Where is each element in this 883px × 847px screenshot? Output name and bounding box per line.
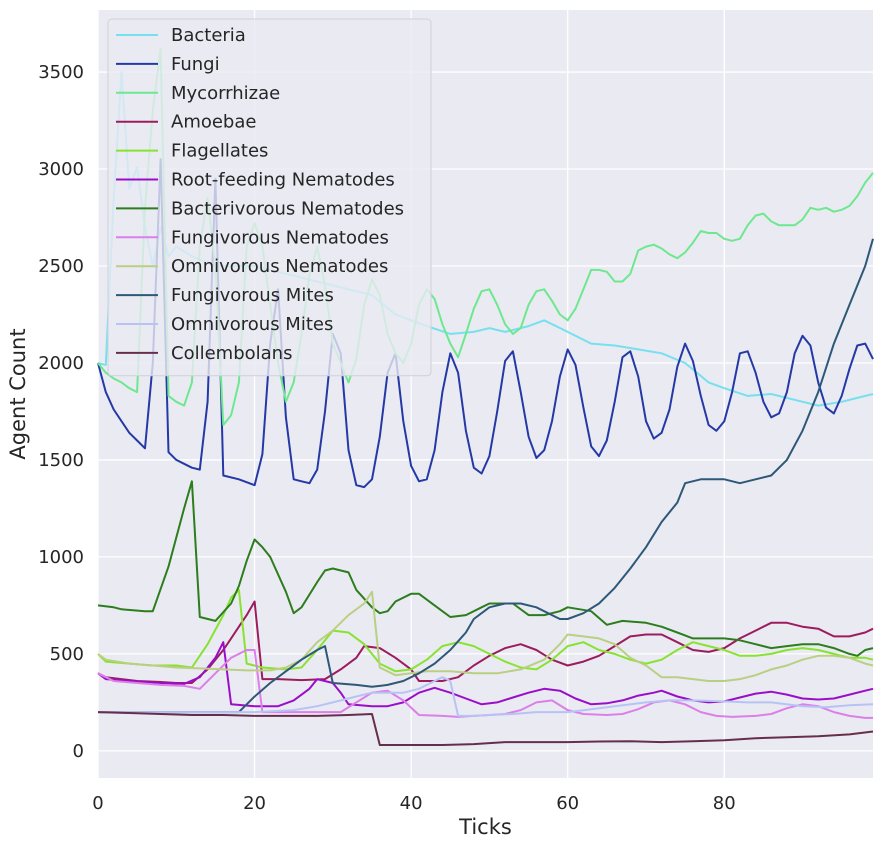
series-line-collembolans	[97, 711, 874, 746]
series-line-omnivorous-nematodes	[97, 590, 874, 682]
x-tick-label: 20	[243, 793, 266, 814]
legend-label-omnivorous-mites: Omnivorous Mites	[171, 314, 333, 335]
legend-label-fungivorous-mites: Fungivorous Mites	[171, 285, 334, 306]
y-tick-label: 0	[73, 741, 84, 762]
x-tick-label: 0	[92, 793, 103, 814]
x-tick-label: 80	[713, 793, 736, 814]
legend-box	[107, 18, 432, 377]
x-tick-label: 40	[400, 793, 423, 814]
legend-label-collembolans: Collembolans	[171, 343, 292, 364]
series-line-flagellates	[97, 588, 874, 673]
y-tick-label: 500	[50, 644, 84, 665]
series-line-amoebae	[97, 600, 874, 684]
y-tick-label: 1500	[38, 450, 84, 471]
legend-label-mycorrhizae: Mycorrhizae	[171, 83, 280, 104]
axis-ticks: 0 20 40 60 80 0 500 1000 1500 2000 2500 3000 3500	[38, 62, 736, 814]
y-tick-label: 2500	[38, 256, 84, 277]
legend-label-fungivorous-nematodes: Fungivorous Nematodes	[171, 227, 389, 248]
y-tick-label: 2000	[38, 353, 84, 374]
legend: Bacteria Fungi Mycorrhizae Amoebae Flagellat…	[107, 18, 432, 377]
series-line-mycorrhizae	[97, 47, 874, 426]
legend-label-flagellates: Flagellates	[171, 141, 268, 162]
series-line-root-feeding-nematodes	[97, 641, 874, 708]
legend-label-omnivorous-nematodes: Omnivorous Nematodes	[171, 256, 388, 277]
legend-label-bacteria: Bacteria	[171, 25, 246, 46]
x-tick-label: 60	[556, 793, 579, 814]
legend-label-bacterivorous-nematodes: Bacterivorous Nematodes	[171, 198, 404, 219]
x-axis-label: Ticks	[458, 815, 512, 839]
series-line-bacterivorous-nematodes	[97, 480, 874, 657]
y-tick-label: 3500	[38, 62, 84, 83]
series-line-omnivorous-mites	[98, 676, 874, 717]
series-layer	[97, 47, 874, 746]
legend-label-root-feeding-nematodes: Root-feeding Nematodes	[171, 170, 395, 191]
y-tick-label: 1000	[38, 547, 84, 568]
y-tick-label: 3000	[38, 159, 84, 180]
series-line-fungivorous-mites	[98, 238, 874, 714]
series-line-fungi	[97, 158, 874, 489]
y-axis-label: Agent Count	[6, 328, 30, 459]
legend-label-amoebae: Amoebae	[171, 112, 256, 133]
legend-label-fungi: Fungi	[171, 54, 220, 75]
